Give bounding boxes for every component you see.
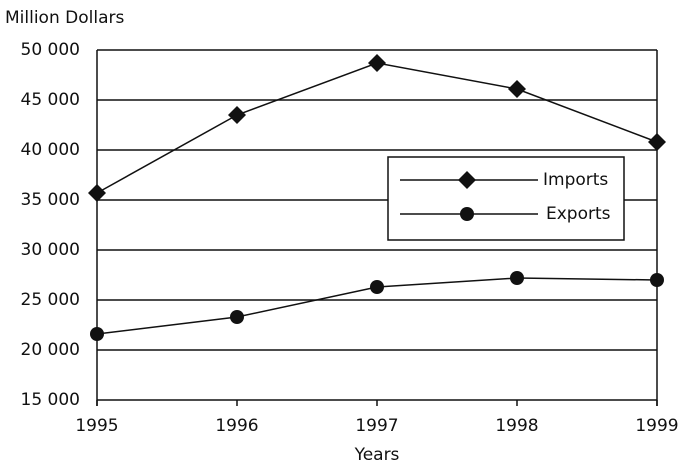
y-tick-label: 45 000 (21, 90, 80, 110)
legend-label: Imports (543, 170, 608, 190)
y-axis-label: Million Dollars (5, 8, 124, 28)
y-tick-label: 50 000 (21, 40, 80, 60)
data-point (510, 271, 524, 285)
legend-label: Exports (546, 204, 611, 224)
legend-box (387, 156, 625, 241)
data-point (370, 280, 384, 294)
y-tick-label: 20 000 (21, 340, 80, 360)
data-point (508, 80, 526, 98)
x-tick-label: 1998 (495, 416, 538, 436)
y-tick-label: 35 000 (21, 190, 80, 210)
legend-marker (458, 171, 476, 189)
x-tick-label: 1996 (215, 416, 258, 436)
data-point (650, 273, 664, 287)
x-tick-label: 1999 (635, 416, 678, 436)
y-tick-label: 25 000 (21, 290, 80, 310)
data-point (88, 184, 106, 202)
data-point (230, 310, 244, 324)
data-point (368, 54, 386, 72)
y-tick-label: 40 000 (21, 140, 80, 160)
y-tick-label: 15 000 (21, 390, 80, 410)
data-point (90, 327, 104, 341)
y-tick-label: 30 000 (21, 240, 80, 260)
data-point (228, 106, 246, 124)
data-point (648, 133, 666, 151)
x-tick-label: 1995 (75, 416, 118, 436)
x-tick-label: 1997 (355, 416, 398, 436)
legend-marker (460, 207, 474, 221)
x-axis-label: Years (354, 445, 400, 465)
